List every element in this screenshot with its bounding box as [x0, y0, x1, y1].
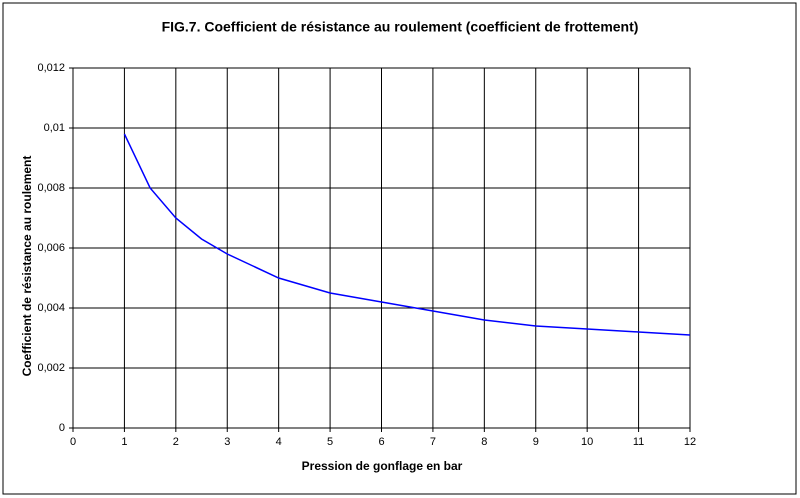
- x-tick-label: 0: [70, 436, 76, 448]
- y-tick-label: 0,01: [44, 122, 65, 134]
- x-tick-label: 2: [173, 436, 179, 448]
- y-tick-label: 0,008: [37, 182, 65, 194]
- y-tick-label: 0,012: [37, 62, 65, 74]
- x-tick-label: 8: [481, 436, 487, 448]
- x-tick-label: 11: [633, 436, 644, 448]
- x-tick-label: 7: [430, 436, 436, 448]
- y-tick-label: 0: [59, 422, 65, 434]
- y-tick-label: 0,002: [37, 362, 65, 374]
- x-tick-label: 3: [224, 436, 230, 448]
- y-tick-label: 0,004: [37, 302, 65, 314]
- x-axis-title: Pression de gonflage en bar: [302, 459, 463, 473]
- x-tick-label: 9: [533, 436, 539, 448]
- x-tick-label: 12: [684, 436, 696, 448]
- x-tick-label: 5: [327, 436, 333, 448]
- x-tick-label: 4: [276, 436, 282, 448]
- x-tick-label: 6: [378, 436, 384, 448]
- x-tick-label: 1: [121, 436, 127, 448]
- y-axis-title: Coefficient de résistance au roulement: [20, 156, 34, 377]
- line: [123, 133, 691, 336]
- x-tick-label: 10: [581, 436, 593, 448]
- y-tick-label: 0,006: [37, 242, 65, 254]
- chart-title: FIG.7. Coefficient de résistance au roul…: [162, 19, 639, 35]
